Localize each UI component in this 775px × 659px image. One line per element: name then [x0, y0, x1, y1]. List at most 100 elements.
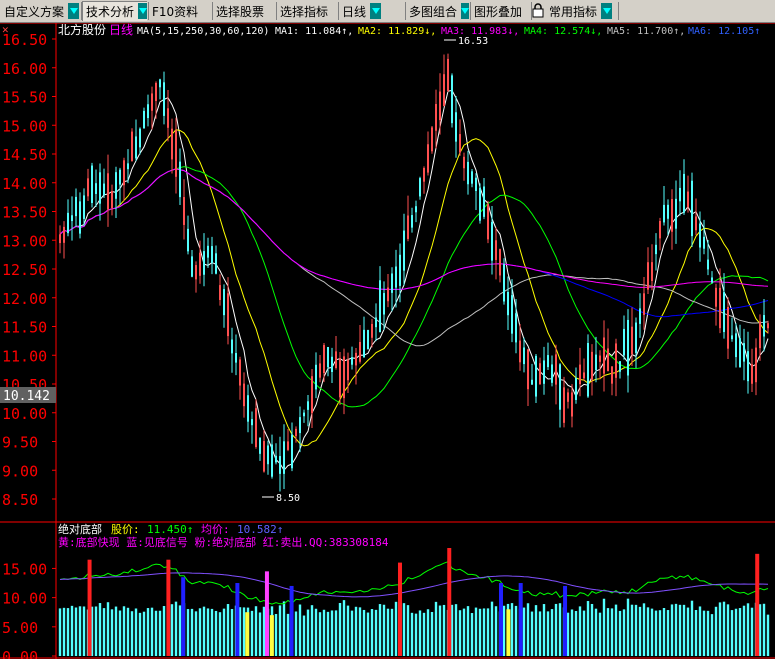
price-tick-label: 14.50	[2, 146, 47, 164]
candle-body	[715, 287, 717, 307]
toolbar-item-3[interactable]: 选择股票	[212, 1, 275, 21]
candle-body	[283, 441, 285, 474]
volume-bar	[118, 610, 122, 656]
moving-average-lines	[59, 89, 769, 472]
volume-bar	[150, 607, 154, 656]
volume-bar	[98, 603, 102, 656]
price-tick-label: 13.00	[2, 232, 47, 250]
candle-body	[355, 352, 357, 366]
chart-area[interactable]: 16.50 16.00 15.50 15.00 14.50 14.00 13.50 13.00…	[0, 23, 775, 659]
volume-bar	[706, 610, 710, 656]
volume-bar	[570, 609, 574, 656]
candle-body	[535, 355, 537, 397]
candle-body	[255, 408, 257, 447]
candle-body	[415, 206, 417, 213]
volume-bar	[134, 608, 138, 656]
toolbar-item-label: 选择指标	[280, 4, 329, 19]
period-label: 日线	[109, 23, 133, 37]
toolbar-item-1[interactable]: 技术分析	[82, 1, 147, 21]
volume-bar	[702, 610, 706, 656]
toolbar-item-7[interactable]: 图形叠加	[470, 1, 530, 21]
dropdown-arrow-icon[interactable]	[370, 3, 382, 19]
volume-bar	[594, 608, 598, 656]
volume-bar	[662, 608, 666, 656]
volume-bar	[718, 602, 722, 656]
candle-body	[387, 287, 389, 302]
volume-bar	[478, 608, 482, 656]
toolbar-item-0[interactable]: 自定义方案	[0, 1, 80, 21]
candle-body	[359, 341, 361, 362]
signal-bar-yellow	[506, 609, 511, 656]
candle-body	[111, 191, 113, 209]
dropdown-arrow-icon[interactable]	[68, 3, 80, 19]
volume-bar	[574, 611, 578, 656]
current-price-value: 10.142	[3, 389, 50, 404]
volume-bar	[758, 604, 762, 656]
candle-body	[251, 419, 253, 426]
price-tick-label: 12.50	[2, 261, 47, 279]
lock-icon[interactable]	[531, 3, 545, 18]
candle-body	[383, 293, 385, 315]
candle-body	[727, 306, 729, 349]
volume-bar	[682, 604, 686, 656]
candle-body	[567, 392, 569, 402]
candle-body	[163, 82, 165, 116]
toolbar-item-label: 选择股票	[216, 4, 265, 19]
candle-body	[303, 412, 305, 417]
candle-body	[371, 323, 373, 338]
candle-body	[247, 395, 249, 422]
candle-body	[439, 91, 441, 121]
volume-bar	[402, 603, 406, 656]
price-label: 股价:	[111, 523, 140, 536]
candle-body	[435, 103, 437, 131]
toolbar-item-4[interactable]: 选择指标	[276, 1, 337, 21]
volume-bar	[254, 606, 258, 656]
candle-body	[647, 262, 649, 290]
volume-bar	[242, 607, 246, 656]
toolbar-separator	[405, 2, 406, 20]
dropdown-arrow-icon[interactable]	[138, 3, 147, 19]
candle-body	[471, 171, 473, 184]
volume-bar	[626, 598, 630, 656]
candle-body	[103, 183, 105, 196]
volume-bar	[362, 609, 366, 656]
candle-body	[211, 246, 213, 263]
candle-body	[347, 359, 349, 381]
volume-bar	[238, 607, 242, 656]
candle-body	[391, 273, 393, 293]
toolbar-item-5[interactable]: 日线	[338, 1, 404, 21]
candle-body	[375, 317, 377, 328]
candle-body	[595, 354, 597, 370]
volume-bar	[614, 604, 618, 656]
ma4-value: MA4: 12.574↓,	[524, 26, 602, 37]
volume-bar	[502, 605, 506, 656]
volume-bar	[670, 604, 674, 656]
dropdown-arrow-icon[interactable]	[601, 3, 613, 19]
volume-bar	[390, 608, 394, 656]
price-axis: 16.50 16.00 15.50 15.00 14.50 14.00 13.50 13.00…	[2, 31, 56, 509]
toolbar-item-6[interactable]: 多图组合	[405, 1, 470, 21]
avg-value: 10.582↑	[237, 523, 283, 536]
dropdown-arrow-icon[interactable]	[461, 3, 470, 19]
toolbar-item-8[interactable]: 常用指标	[545, 1, 617, 21]
volume-bar	[338, 603, 342, 656]
candle-body	[767, 323, 769, 329]
close-chart-icon[interactable]: ✕	[2, 23, 9, 36]
candle-body	[651, 262, 653, 281]
candle-body	[551, 364, 553, 383]
volume-bar	[510, 603, 514, 656]
toolbar-item-2[interactable]: F10资料	[148, 1, 211, 21]
signal-bar-blue	[498, 583, 503, 656]
candle-body	[327, 346, 329, 368]
volume-bar	[454, 604, 458, 656]
candle-body	[335, 351, 337, 368]
signal-bar-pink	[264, 571, 269, 656]
candle-body	[495, 240, 497, 260]
volume-bar	[422, 612, 426, 656]
volume-bar	[74, 607, 78, 656]
volume-bar	[318, 612, 322, 656]
candlesticks	[59, 53, 769, 492]
price-tick-label: 16.00	[2, 60, 47, 78]
toolbar-separator	[81, 2, 82, 20]
candle-body	[171, 128, 173, 160]
